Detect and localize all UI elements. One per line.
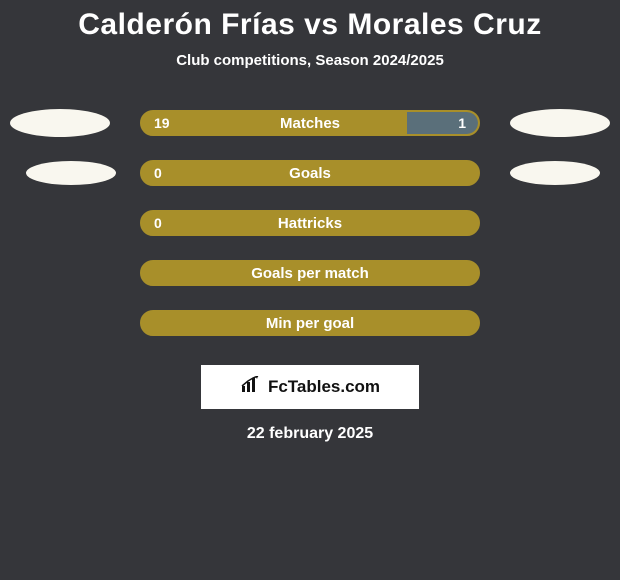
stat-row: Hattricks0 — [0, 209, 620, 237]
stat-bar: Min per goal — [140, 310, 480, 336]
stat-label: Goals — [142, 165, 478, 182]
stat-label: Matches — [142, 115, 478, 132]
player-ellipse-left — [10, 109, 110, 137]
stat-row: Goals per match — [0, 259, 620, 287]
date-label: 22 february 2025 — [247, 425, 373, 443]
stat-value-right: 1 — [458, 115, 466, 131]
stat-row: Goals0 — [0, 159, 620, 187]
stat-bar: Hattricks0 — [140, 210, 480, 236]
stat-row: Min per goal — [0, 309, 620, 337]
stat-value-left: 0 — [154, 215, 162, 231]
chart-icon — [240, 376, 262, 399]
brand-label: FcTables.com — [268, 377, 380, 397]
player-ellipse-right — [510, 109, 610, 137]
player-ellipse-right — [510, 161, 600, 185]
stat-label: Hattricks — [142, 215, 478, 232]
stat-value-left: 0 — [154, 165, 162, 181]
stat-bar: Goals0 — [140, 160, 480, 186]
subtitle: Club competitions, Season 2024/2025 — [176, 52, 444, 69]
stat-label: Goals per match — [142, 265, 478, 282]
stat-label: Min per goal — [142, 315, 478, 332]
page-title: Calderón Frías vs Morales Cruz — [78, 8, 541, 42]
stat-value-left: 19 — [154, 115, 170, 131]
brand-box[interactable]: FcTables.com — [201, 365, 419, 409]
stat-bar: Goals per match — [140, 260, 480, 286]
stat-bar: Matches19 1 — [140, 110, 480, 136]
stat-row: Matches19 1 — [0, 109, 620, 137]
player-ellipse-left — [26, 161, 116, 185]
